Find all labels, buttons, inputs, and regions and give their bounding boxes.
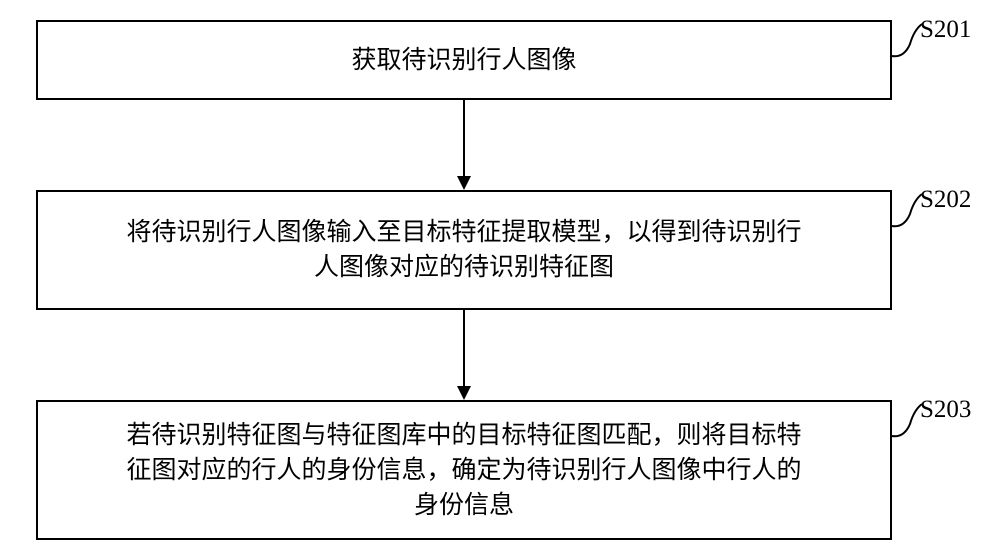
arrow-2 (454, 310, 474, 402)
callout-s201 (890, 20, 924, 60)
step-label-s201: S201 (920, 16, 971, 44)
step-box-s203: 若待识别特征图与特征图库中的目标特征图匹配，则将目标特 征图对应的行人的身份信息… (36, 400, 892, 540)
step-box-s201: 获取待识别行人图像 (36, 20, 892, 100)
step-text: 获取待识别行人图像 (351, 43, 576, 78)
step-label-s202: S202 (920, 186, 971, 214)
callout-s203 (890, 400, 924, 440)
arrow-1 (454, 100, 474, 192)
flowchart-canvas: 获取待识别行人图像 S201 将待识别行人图像输入至目标特征提取模型，以得到待识… (0, 0, 1000, 549)
step-text: 若待识别特征图与特征图库中的目标特征图匹配，则将目标特 征图对应的行人的身份信息… (126, 418, 801, 523)
step-box-s202: 将待识别行人图像输入至目标特征提取模型，以得到待识别行 人图像对应的待识别特征图 (36, 190, 892, 310)
step-text: 将待识别行人图像输入至目标特征提取模型，以得到待识别行 人图像对应的待识别特征图 (126, 215, 801, 285)
step-label-s203: S203 (920, 396, 971, 424)
callout-s202 (890, 190, 924, 230)
